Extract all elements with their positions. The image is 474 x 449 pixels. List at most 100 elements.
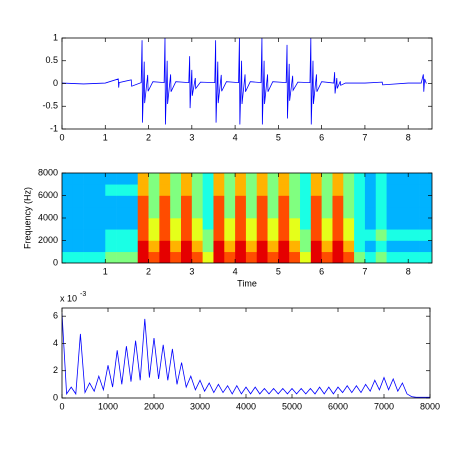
heat-cell	[245, 229, 258, 241]
heat-cell	[62, 195, 74, 208]
heat-cell	[170, 218, 182, 230]
heat-cell	[397, 173, 409, 185]
heat-cell	[289, 184, 301, 196]
y-tick-label: 8000	[38, 167, 58, 177]
heat-cell	[354, 206, 366, 219]
y-axis-label: Frequency (Hz)	[22, 187, 32, 249]
heat-cell	[181, 184, 193, 196]
heat-cell	[321, 195, 333, 208]
heat-cell	[310, 229, 322, 241]
heat-cell	[224, 218, 236, 230]
heat-cell	[170, 173, 182, 185]
heat-cell	[267, 195, 279, 208]
heat-cell	[159, 251, 171, 263]
heat-cell	[213, 206, 225, 219]
x-tick-label: 3	[189, 132, 194, 142]
heat-cell	[83, 173, 95, 185]
heat-cell	[267, 218, 279, 230]
heat-cell	[397, 229, 409, 241]
heat-cell	[159, 206, 171, 219]
heat-cell	[397, 240, 409, 253]
heat-cell	[364, 240, 377, 253]
heat-cell	[159, 184, 171, 196]
heat-cell	[72, 218, 84, 230]
heat-cell	[256, 229, 268, 241]
heat-cell	[332, 173, 344, 185]
heat-cell	[191, 240, 203, 253]
heat-cell	[181, 206, 193, 219]
x-tick-label: 3000	[190, 401, 210, 411]
heat-cell	[137, 206, 149, 219]
heat-cell	[364, 206, 377, 219]
heat-cell	[408, 240, 420, 253]
heat-cell	[397, 251, 409, 263]
heat-cell	[289, 229, 301, 241]
heat-cell	[62, 240, 74, 253]
heat-cell	[375, 240, 387, 253]
heat-cell	[332, 218, 344, 230]
heat-cell	[116, 184, 128, 196]
heat-cell	[256, 195, 268, 208]
data-line	[62, 38, 427, 125]
heat-cell	[235, 229, 247, 241]
heat-cell	[137, 229, 149, 241]
heat-cell	[321, 218, 333, 230]
heat-cell	[191, 218, 203, 230]
heat-cell	[224, 251, 236, 263]
heat-cell	[278, 229, 290, 241]
heat-cell	[386, 184, 398, 196]
heat-cell	[354, 173, 366, 185]
heat-cell	[105, 251, 117, 263]
plot-area	[62, 173, 432, 263]
heat-cell	[83, 184, 95, 196]
heat-cell	[278, 206, 290, 219]
heat-cell	[332, 229, 344, 241]
heat-cell	[72, 251, 84, 263]
heat-cell	[386, 206, 398, 219]
heat-cell	[386, 229, 398, 241]
heat-cell	[235, 173, 247, 185]
heat-cell	[213, 195, 225, 208]
heat-cell	[202, 240, 214, 253]
heat-cell	[224, 195, 236, 208]
heat-cell	[343, 173, 355, 185]
heat-cell	[364, 184, 377, 196]
heat-cell	[343, 218, 355, 230]
heat-cell	[267, 184, 279, 196]
heat-cell	[332, 206, 344, 219]
heat-cell	[202, 173, 214, 185]
heat-cell	[213, 218, 225, 230]
heat-cell	[419, 218, 432, 230]
heat-cell	[170, 229, 182, 241]
heat-cell	[419, 240, 432, 253]
x-tick-label: 6	[319, 132, 324, 142]
heat-cell	[321, 240, 333, 253]
heat-cell	[364, 195, 377, 208]
heat-cell	[181, 229, 193, 241]
heat-cell	[364, 251, 377, 263]
x-tick-label: 2	[146, 132, 151, 142]
heat-cell	[137, 173, 149, 185]
x-tick-label: 1000	[98, 401, 118, 411]
heat-cell	[213, 251, 225, 263]
heat-cell	[202, 184, 214, 196]
x-tick-label: 5	[276, 266, 281, 276]
y-tick-label: 0.5	[45, 55, 58, 65]
heat-cell	[181, 251, 193, 263]
heat-cell	[235, 218, 247, 230]
heat-cell	[300, 240, 312, 253]
heat-cell	[83, 195, 95, 208]
heat-cell	[375, 195, 387, 208]
heat-cell	[332, 195, 344, 208]
heat-cell	[202, 195, 214, 208]
heat-cell	[354, 229, 366, 241]
heat-cell	[148, 206, 160, 219]
heat-cell	[343, 251, 355, 263]
heat-cell	[245, 218, 258, 230]
heat-cell	[191, 251, 203, 263]
heat-cell	[62, 218, 74, 230]
heat-cell	[105, 206, 117, 219]
heat-cell	[310, 240, 322, 253]
heat-cell	[83, 206, 95, 219]
heat-cell	[278, 173, 290, 185]
